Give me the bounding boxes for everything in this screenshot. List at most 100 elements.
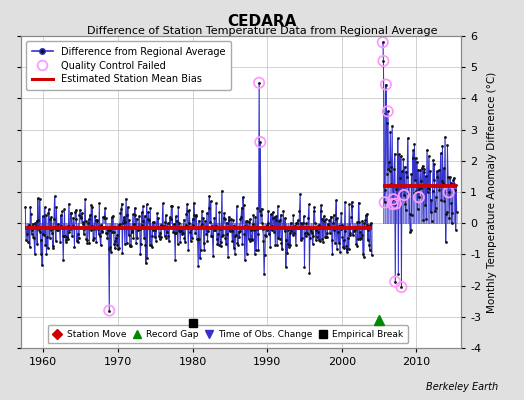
Point: [127, 242, 135, 249]
Point: [204, 205, 213, 211]
Point: [204, 228, 212, 234]
Point: [276, 236, 284, 242]
Point: [57, 212, 65, 219]
Point: [146, 205, 155, 212]
Point: [401, 207, 410, 213]
Point: [70, 224, 78, 231]
Point: [45, 206, 53, 212]
Point: [318, 236, 326, 242]
Point: [340, 245, 348, 252]
Point: [21, 237, 30, 243]
Point: [171, 213, 180, 220]
Point: [308, 230, 316, 236]
Point: [400, 192, 408, 198]
Point: [173, 218, 181, 224]
Point: [420, 169, 428, 175]
Point: [126, 242, 135, 248]
Point: [367, 252, 376, 258]
Point: [183, 208, 192, 214]
Point: [239, 194, 247, 200]
Point: [379, 58, 388, 64]
Point: [229, 217, 237, 224]
Point: [66, 229, 74, 235]
Point: [349, 232, 357, 238]
Point: [326, 214, 335, 220]
Point: [440, 198, 449, 204]
Point: [126, 243, 134, 249]
Point: [277, 240, 286, 246]
Point: [71, 207, 80, 213]
Point: [90, 226, 99, 232]
Point: [159, 225, 168, 231]
Point: [143, 201, 151, 208]
Point: [290, 223, 299, 229]
Point: [61, 237, 70, 244]
Point: [256, 208, 264, 215]
Point: [227, 228, 236, 234]
Point: [171, 257, 179, 263]
Point: [76, 206, 84, 213]
Point: [356, 229, 365, 236]
Point: [191, 230, 199, 236]
Point: [280, 228, 289, 234]
Point: [215, 209, 223, 215]
Point: [237, 204, 246, 211]
Point: [92, 239, 101, 245]
Point: [177, 228, 185, 234]
Point: [169, 229, 178, 235]
Point: [257, 212, 265, 218]
Point: [274, 234, 282, 241]
Point: [261, 232, 269, 238]
Point: [387, 180, 396, 187]
Point: [350, 224, 358, 231]
Point: [141, 260, 150, 266]
Point: [206, 219, 214, 226]
Point: [386, 167, 394, 174]
Point: [224, 214, 233, 220]
Point: [291, 224, 299, 230]
Point: [105, 307, 113, 314]
Point: [431, 205, 440, 211]
Point: [426, 168, 434, 174]
Point: [243, 251, 251, 257]
Point: [444, 189, 453, 196]
Point: [220, 210, 228, 216]
Point: [258, 220, 266, 226]
Point: [328, 251, 336, 257]
Point: [86, 227, 95, 234]
Point: [193, 236, 201, 242]
Point: [314, 236, 323, 243]
Point: [353, 219, 362, 226]
Point: [152, 224, 161, 230]
Point: [94, 225, 102, 232]
Point: [442, 211, 451, 217]
Point: [222, 241, 231, 247]
Point: [243, 218, 252, 225]
Point: [96, 233, 104, 240]
Point: [399, 156, 408, 162]
Point: [226, 225, 235, 232]
Point: [343, 246, 352, 252]
Point: [408, 212, 416, 218]
Point: [301, 230, 309, 236]
Point: [269, 209, 277, 216]
Point: [239, 202, 248, 209]
Point: [361, 224, 369, 230]
Point: [241, 257, 249, 263]
Point: [400, 192, 408, 198]
Point: [403, 135, 412, 142]
Point: [350, 228, 358, 234]
Point: [323, 234, 331, 240]
Point: [396, 175, 404, 182]
Point: [53, 227, 61, 233]
Point: [78, 219, 86, 225]
Point: [191, 213, 200, 220]
Point: [390, 151, 399, 157]
Point: [58, 208, 66, 214]
Point: [116, 210, 125, 216]
Point: [431, 208, 439, 214]
Point: [287, 220, 295, 226]
Point: [351, 226, 359, 233]
Point: [141, 242, 149, 248]
Point: [26, 204, 35, 210]
